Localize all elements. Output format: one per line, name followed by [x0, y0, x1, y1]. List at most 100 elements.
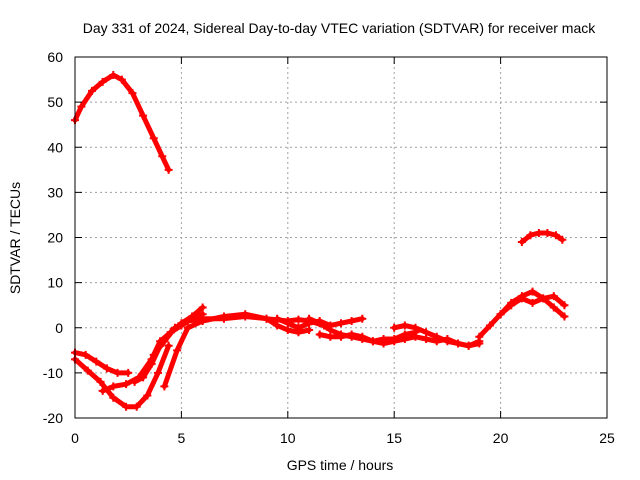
data-point	[368, 337, 377, 346]
x-tick-label: 15	[386, 430, 402, 446]
data-point	[326, 326, 335, 335]
data-point	[358, 314, 367, 323]
data-point	[305, 326, 314, 335]
data-point	[102, 364, 111, 373]
data-point	[139, 111, 148, 120]
data-point	[379, 339, 388, 348]
data-point	[528, 298, 537, 307]
data-point	[273, 321, 282, 330]
data-point	[551, 231, 560, 240]
data-point	[198, 303, 207, 312]
y-tick-label: 30	[47, 184, 63, 200]
data-point	[422, 328, 431, 337]
data-point	[124, 368, 133, 377]
data-point	[128, 89, 137, 98]
data-point	[475, 332, 484, 341]
data-point	[153, 368, 162, 377]
data-point	[294, 323, 303, 332]
data-point	[305, 314, 314, 323]
data-point	[454, 339, 463, 348]
data-point	[549, 303, 558, 312]
data-point	[160, 337, 169, 346]
data-point	[347, 330, 356, 339]
data-point	[400, 321, 409, 330]
data-point	[337, 319, 345, 328]
data-point	[560, 312, 569, 321]
grid-lines	[75, 57, 607, 418]
data-point	[158, 152, 167, 161]
data-point	[528, 287, 537, 296]
data-point	[109, 393, 118, 402]
y-tick-label: 50	[47, 94, 63, 110]
data-point	[315, 330, 324, 339]
data-point	[543, 228, 552, 237]
data-point	[143, 391, 152, 400]
chart-title: Day 331 of 2024, Sidereal Day-to-day VTE…	[83, 20, 596, 36]
data-point	[507, 301, 516, 310]
data-point	[443, 337, 452, 346]
data-point	[117, 75, 126, 84]
data-point	[171, 323, 180, 332]
data-point	[358, 332, 367, 341]
data-point	[98, 386, 107, 395]
data-point	[198, 316, 207, 325]
data-point	[539, 294, 548, 303]
data-point	[122, 380, 131, 389]
data-point	[411, 323, 420, 332]
y-tick-label: -10	[43, 365, 63, 381]
axis-ticks	[74, 56, 608, 419]
y-tick-labels: -20 -10 0 10 20 30 40 50 60	[43, 49, 63, 426]
data-point	[109, 382, 118, 391]
data-point	[262, 314, 271, 323]
data-point	[160, 382, 169, 391]
data-point	[109, 71, 118, 80]
data-point	[560, 301, 569, 310]
data-point	[485, 321, 494, 330]
data-point	[88, 86, 97, 95]
data-point	[283, 319, 292, 328]
data-point	[164, 341, 173, 350]
y-tick-label: -20	[43, 410, 63, 426]
x-tick-label: 25	[599, 430, 615, 446]
data-point	[173, 346, 182, 355]
data-point	[411, 332, 420, 341]
data-point	[113, 368, 122, 377]
y-tick-label: 20	[47, 230, 63, 246]
data-point	[164, 165, 173, 174]
data-point	[122, 402, 131, 411]
x-axis-label: GPS time / hours	[287, 457, 394, 473]
data-point	[496, 310, 505, 319]
data-point	[549, 292, 558, 301]
series-layer	[71, 71, 569, 411]
data-point	[147, 359, 156, 368]
data-point	[96, 377, 105, 386]
data-point	[98, 77, 107, 86]
data-point	[241, 310, 250, 319]
data-point	[132, 402, 141, 411]
data-point	[390, 337, 399, 346]
data-point	[81, 350, 90, 359]
data-point	[219, 312, 228, 321]
data-point	[77, 102, 86, 111]
data-point	[92, 357, 101, 366]
data-point	[400, 335, 409, 344]
y-axis-label: SDTVAR / TECUs	[7, 182, 23, 294]
x-tick-label: 10	[280, 430, 296, 446]
data-point	[183, 316, 192, 325]
data-point	[534, 228, 543, 237]
x-tick-labels: 0 5 10 15 20 25	[71, 430, 615, 446]
data-point	[526, 231, 535, 240]
data-point	[315, 319, 324, 328]
data-point	[294, 315, 303, 324]
y-tick-label: 60	[47, 49, 63, 65]
data-point	[558, 235, 567, 244]
data-point	[347, 316, 356, 325]
data-point	[149, 350, 158, 359]
y-tick-label: 0	[55, 320, 63, 336]
data-point	[390, 323, 399, 332]
y-tick-label: 40	[47, 139, 63, 155]
data-point	[337, 332, 345, 341]
data-point	[149, 134, 158, 143]
data-point	[517, 238, 526, 247]
